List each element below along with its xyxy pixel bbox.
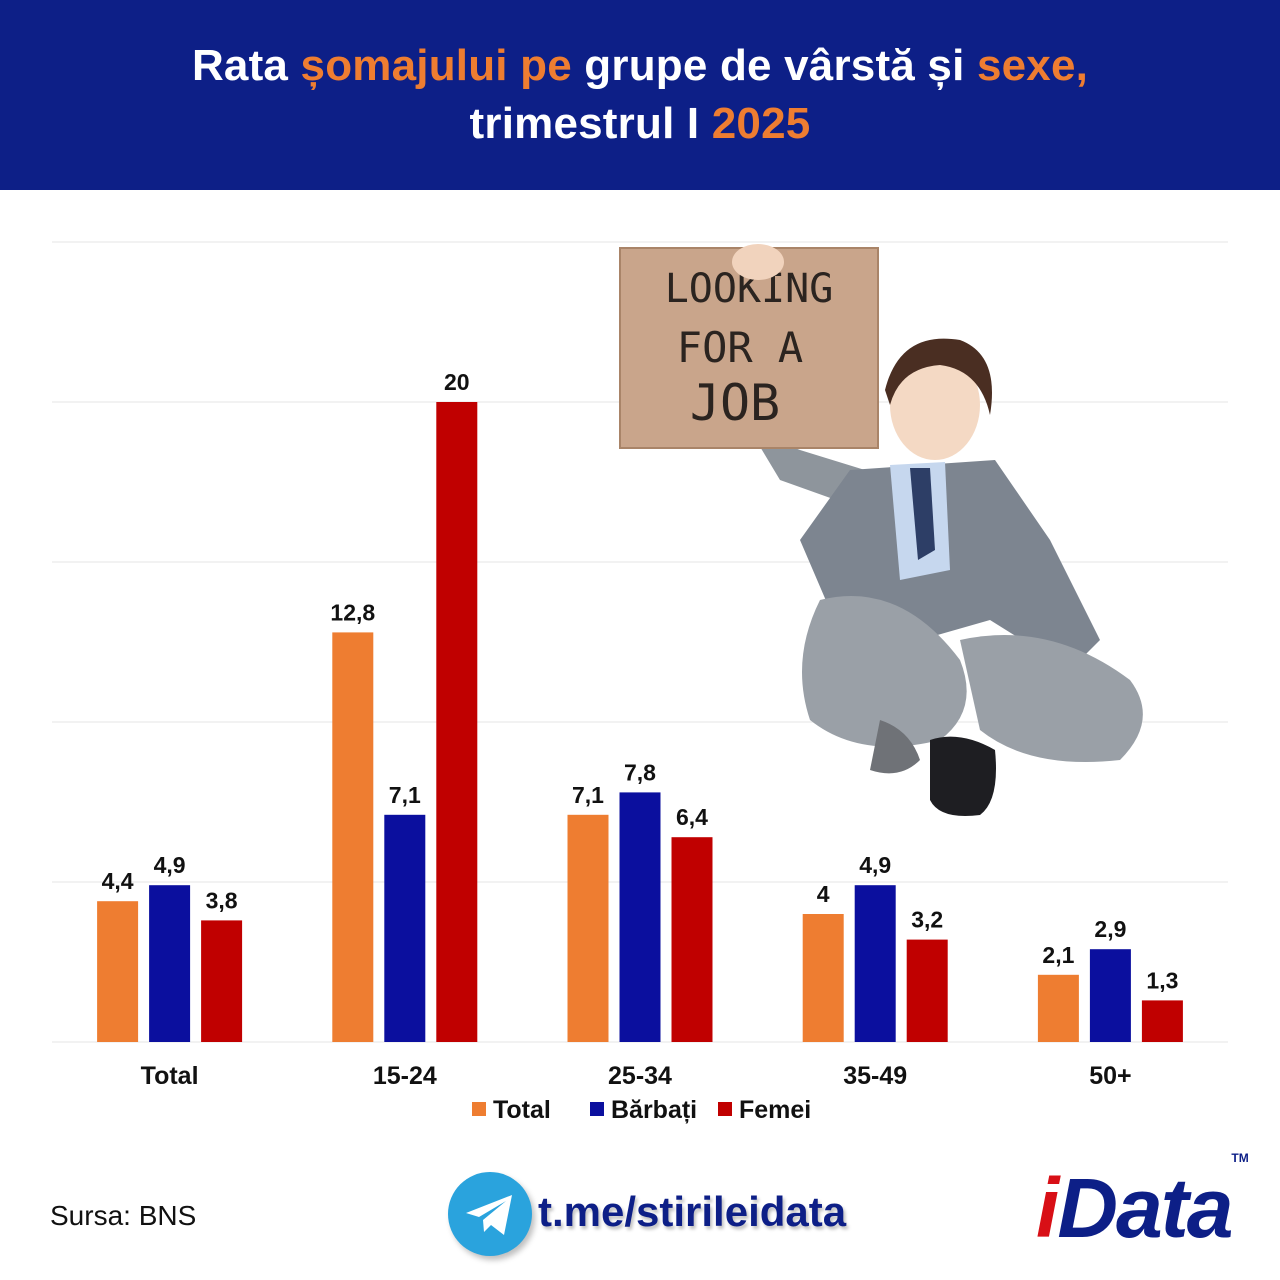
bar-femei: [436, 402, 478, 1042]
legend-label: Bărbați: [611, 1096, 697, 1124]
bar-femei: [906, 939, 948, 1042]
data-label: 4,9: [859, 852, 891, 878]
legend-swatch: [590, 1102, 604, 1116]
legend-label: Total: [493, 1096, 551, 1124]
leg-shape: [802, 596, 967, 747]
bar-total: [332, 632, 374, 1042]
x-tick-label: Total: [141, 1062, 199, 1090]
legend-label: Femei: [739, 1096, 811, 1124]
data-label: 2,1: [1042, 942, 1074, 968]
bar-bărbați: [854, 885, 896, 1042]
leg-shape: [960, 635, 1143, 762]
data-label: 20: [444, 369, 470, 395]
x-tick-label: 15-24: [373, 1062, 437, 1090]
telegram-icon[interactable]: [448, 1172, 532, 1256]
data-label: 2,9: [1094, 916, 1126, 942]
face-shape: [890, 350, 980, 460]
bar-bărbați: [619, 792, 661, 1042]
telegram-link[interactable]: t.me/stirileidata: [538, 1188, 847, 1235]
logo-trademark: TM: [1231, 1151, 1249, 1165]
sign-line: JOB: [690, 374, 780, 432]
bar-total: [1037, 974, 1079, 1042]
data-label: 3,8: [206, 887, 238, 913]
sign-line: FOR A: [677, 323, 803, 372]
legend-swatch: [472, 1102, 486, 1116]
bar-femei: [671, 837, 713, 1042]
title-part-highlight: sexe,: [976, 41, 1089, 90]
data-label: 7,1: [572, 782, 604, 808]
idata-logo: iDataTM: [1036, 1151, 1249, 1257]
chart-title-line-1: Rata șomajului pe grupe de vârstă și sex…: [0, 37, 1280, 95]
bar-femei: [201, 920, 243, 1042]
logo-i: i: [1036, 1161, 1059, 1255]
bar-femei: [1141, 1000, 1183, 1042]
legend-swatch: [718, 1102, 732, 1116]
x-tick-label: 25-34: [608, 1062, 672, 1090]
logo-text: Data: [1057, 1161, 1233, 1255]
title-year: 2025: [711, 99, 811, 148]
title-part: trimestrul I: [469, 99, 712, 148]
bar-bărbați: [1089, 949, 1131, 1042]
bar-total: [802, 914, 844, 1042]
data-label: 3,2: [911, 907, 943, 933]
job-seeker-illustration: LOOKING FOR A JOB: [619, 244, 1143, 816]
data-label: 4,9: [154, 852, 186, 878]
shoe-shape: [930, 736, 996, 816]
tie-shape: [910, 468, 935, 560]
cardboard-sign: [619, 247, 879, 449]
bar-chart: 4,4 4,9 3,8 Total 12,8 7,1 20 15-24 7,1 7,8 6,4 25-…: [52, 241, 1228, 1124]
bar-bărbați: [149, 885, 191, 1042]
data-label: 4: [817, 881, 830, 907]
bar-bărbați: [384, 814, 426, 1042]
title-part-highlight: șomajului pe: [300, 41, 572, 90]
data-label: 7,1: [389, 782, 421, 808]
source-note: Sursa: BNS: [50, 1200, 197, 1231]
title-part: Rata: [191, 41, 301, 90]
data-label: 7,8: [624, 759, 656, 785]
title-part: grupe de vârstă și: [571, 41, 977, 90]
telegram-plane-icon: [466, 1195, 512, 1235]
x-tick-label: 50+: [1089, 1062, 1131, 1090]
hair-shape: [885, 338, 992, 415]
data-label: 1,3: [1146, 967, 1178, 993]
shoe-shape: [870, 720, 920, 774]
bar-total: [97, 901, 139, 1042]
header-banner: Rata șomajului pe grupe de vârstă și sex…: [0, 0, 1280, 190]
data-label: 6,4: [676, 804, 708, 830]
bar-total: [567, 814, 609, 1042]
data-label: 4,4: [102, 868, 134, 894]
x-tick-label: 35-49: [843, 1062, 907, 1090]
hand-shape: [732, 244, 784, 280]
data-label: 12,8: [330, 599, 375, 625]
chart-title-line-2: trimestrul I 2025: [0, 95, 1280, 153]
